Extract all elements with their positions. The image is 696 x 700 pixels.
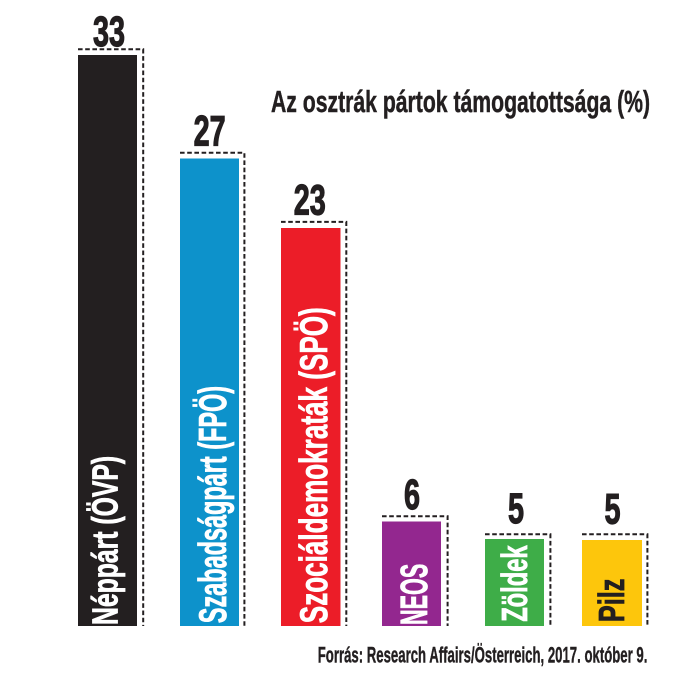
svg-text:33: 33 bbox=[93, 7, 125, 55]
svg-text:6: 6 bbox=[404, 470, 420, 518]
svg-text:NEOS: NEOS bbox=[392, 564, 435, 625]
svg-text:Forrás: Research Affairs/Öster: Forrás: Research Affairs/Österreich, 201… bbox=[318, 643, 648, 667]
svg-text:5: 5 bbox=[508, 484, 524, 532]
svg-text:Az osztrák pártok támogatottsá: Az osztrák pártok támogatottsága (%) bbox=[271, 84, 650, 119]
svg-text:Szabadságpárt (FPÖ): Szabadságpárt (FPÖ) bbox=[191, 386, 235, 623]
svg-text:27: 27 bbox=[194, 107, 226, 155]
svg-text:5: 5 bbox=[604, 484, 620, 532]
svg-text:Néppárt (ÖVP): Néppárt (ÖVP) bbox=[85, 456, 126, 625]
svg-text:Pilz: Pilz bbox=[592, 579, 633, 622]
svg-text:Zöldek: Zöldek bbox=[495, 545, 535, 621]
svg-text:23: 23 bbox=[294, 176, 326, 224]
svg-text:Szociáldemokraták (SPÖ): Szociáldemokraták (SPÖ) bbox=[293, 307, 336, 623]
